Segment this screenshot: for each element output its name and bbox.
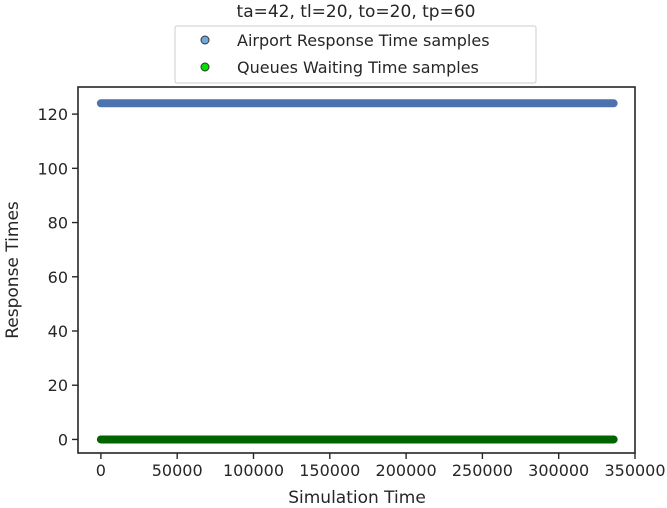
x-tick-label: 350000 [604, 461, 665, 480]
y-axis-label: Response Times [3, 201, 23, 339]
y-tick-label: 0 [58, 430, 68, 449]
chart-title: ta=42, tl=20, to=20, tp=60 [237, 2, 476, 22]
legend-label-queues: Queues Waiting Time samples [237, 58, 479, 77]
y-tick-label: 40 [48, 322, 68, 341]
legend-marker-airport [200, 35, 210, 45]
x-tick-label: 50000 [152, 461, 203, 480]
x-tick-label: 150000 [299, 461, 360, 480]
y-tick-label: 60 [48, 268, 68, 287]
x-tick-label: 200000 [376, 461, 437, 480]
y-axis-ticks: 0 20 40 60 80 100 120 [37, 105, 78, 449]
x-tick-label: 250000 [452, 461, 513, 480]
plot-marks [96, 99, 618, 444]
x-tick-label: 300000 [528, 461, 589, 480]
plot-frame [77, 86, 636, 454]
x-tick-label: 100000 [223, 461, 284, 480]
y-tick-label: 120 [37, 105, 68, 124]
legend-marker-queues [200, 62, 210, 72]
y-tick-label: 20 [48, 376, 68, 395]
x-axis-label: Simulation Time [288, 488, 426, 508]
legend-label-airport: Airport Response Time samples [237, 31, 490, 50]
legend: Airport Response Time samples Queues Wai… [174, 25, 537, 84]
x-axis-ticks: 0 50000 100000 150000 200000 250000 300000 3500… [96, 453, 666, 480]
y-tick-label: 80 [48, 214, 68, 233]
legend-frame [174, 25, 537, 84]
x-tick-label: 0 [96, 461, 106, 480]
y-tick-label: 100 [37, 159, 68, 178]
